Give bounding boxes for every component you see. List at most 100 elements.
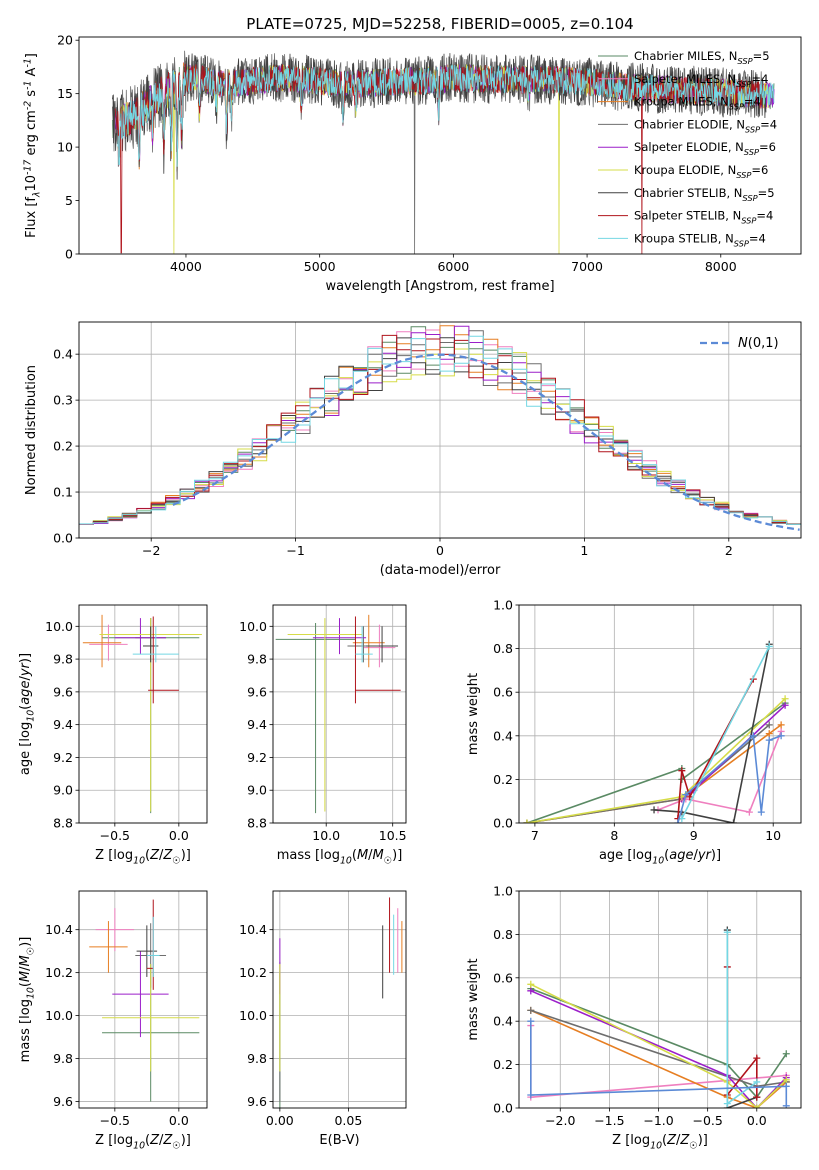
weight-line <box>677 734 782 823</box>
y-tick-label: 9.8 <box>53 1051 73 1066</box>
spectrum-line <box>117 64 775 167</box>
axes-frame <box>78 890 208 1109</box>
plot-area-mass-vs-Z <box>89 899 200 1102</box>
y-tick-label: 10.0 <box>239 619 267 634</box>
y-axis-label: mass [log10(M/M☉)] <box>18 937 37 1063</box>
weight-marker <box>527 1017 535 1025</box>
weight-marker <box>765 642 773 650</box>
axes-frame <box>272 604 407 824</box>
weight-marker <box>523 819 531 823</box>
y-tick-label: 9.6 <box>53 684 73 699</box>
weight-line <box>653 644 770 823</box>
y-tick-label: 9.6 <box>247 684 267 699</box>
y-axis-label: age [log10(age/yr)] <box>18 653 37 775</box>
x-axis-label: Z [log10(Z/Z☉)] <box>612 1133 708 1152</box>
x-axis-label: (data-model)/error <box>380 563 501 578</box>
y-tick-label: 9.4 <box>247 717 267 732</box>
x-axis-label: mass [log10(M/M☉)] <box>277 848 403 867</box>
y-tick-label: 9.6 <box>53 1094 73 1109</box>
weight-marker <box>777 721 785 729</box>
y-tick-label: 10.2 <box>239 965 267 980</box>
weight-marker <box>782 1076 790 1084</box>
x-axis-label: Z [log10(Z/Z☉)] <box>95 1133 191 1152</box>
y-tick-label: 9.6 <box>247 1094 267 1109</box>
y-tick-label: 0.4 <box>493 728 513 743</box>
y-tick-label: 0 <box>65 247 73 262</box>
y-tick-label: 9.8 <box>53 652 73 667</box>
x-tick-label: 2 <box>725 543 733 558</box>
legend-entry: Chabrier MILES, NSSP=5 <box>634 49 770 66</box>
x-tick-label: −1 <box>286 543 304 558</box>
y-tick-label: 0.3 <box>53 393 73 408</box>
y-tick-label: 9.2 <box>247 750 267 765</box>
legend-entry: Chabrier STELIB, NSSP=5 <box>634 186 775 203</box>
legend-entry: Chabrier ELODIE, NSSP=4 <box>634 117 777 134</box>
weight-line <box>681 646 770 819</box>
x-tick-label: 6000 <box>437 259 469 274</box>
x-tick-label: 0.0 <box>169 1113 189 1128</box>
plot-area-residuals <box>79 325 801 531</box>
y-tick-label: 5 <box>65 193 73 208</box>
histogram-step <box>79 334 801 525</box>
y-tick-label: 9.4 <box>53 717 73 732</box>
x-tick-label: 0.00 <box>266 1113 294 1128</box>
axes-frame <box>518 604 802 824</box>
y-tick-label: 8.8 <box>53 816 73 831</box>
axes-frame <box>78 36 802 255</box>
x-tick-label: 10 <box>765 828 781 843</box>
weight-marker <box>745 808 753 816</box>
y-tick-label: 0.6 <box>493 970 513 985</box>
grid-age-vs-Z <box>79 605 207 824</box>
y-tick-label: 9.8 <box>247 1051 267 1066</box>
x-tick-label: −0.5 <box>100 828 130 843</box>
y-tick-label: 10 <box>57 140 73 155</box>
weight-marker <box>765 721 773 729</box>
y-tick-label: 0.2 <box>493 1057 513 1072</box>
histogram-step <box>79 337 801 525</box>
y-tick-label: 20 <box>57 33 73 48</box>
panel-mass-vs-Z: −0.5 0.0 9.6 9.8 10.0 10.2 10.4 Z [log10(Z/Z☉)]… <box>18 890 208 1152</box>
grid-mass-vs-EBV <box>273 891 406 1108</box>
weight-marker <box>682 791 690 799</box>
y-tick-label: 10.0 <box>45 619 73 634</box>
y-tick-label: 0.0 <box>53 531 73 546</box>
y-tick-label: 0.2 <box>493 772 513 787</box>
panel-residuals: −2 −1 0 1 2 0.0 0.1 0.2 0.3 0.4 (data-model)/error… <box>24 321 802 578</box>
y-tick-label: 10.2 <box>45 965 73 980</box>
y-tick-label: 15 <box>57 86 73 101</box>
weight-marker <box>650 806 658 814</box>
weight-marker <box>527 980 535 988</box>
x-tick-label: −2 <box>142 543 160 558</box>
weight-marker <box>753 1093 761 1101</box>
y-tick-label: 9.8 <box>247 652 267 667</box>
x-tick-label: −0.5 <box>100 1113 130 1128</box>
x-axis-label: E(B-V) <box>319 1133 359 1148</box>
y-tick-label: 10.4 <box>239 922 267 937</box>
weight-marker <box>781 701 789 709</box>
panel-age-vs-mass: 10.0 10.5 8.8 9.0 9.2 9.4 9.6 9.8 10.0 mass [log1… <box>239 604 407 867</box>
axes-frame <box>272 890 407 1109</box>
weight-marker <box>749 732 757 740</box>
y-tick-label: 10.4 <box>45 922 73 937</box>
axes-frame <box>78 604 208 824</box>
weight-marker <box>753 1078 761 1086</box>
weight-marker <box>765 730 773 738</box>
panel-age-vs-Z: −0.5 0.0 8.8 9.0 9.2 9.4 9.6 9.8 10.0 Z [log10(Z/… <box>18 604 208 867</box>
weight-marker <box>527 1091 535 1099</box>
y-tick-label: 10.0 <box>239 1008 267 1023</box>
weight-marker <box>723 928 731 936</box>
x-tick-label: 0.0 <box>169 828 189 843</box>
weight-marker <box>527 1006 535 1014</box>
plot-area-spectrum <box>112 50 775 254</box>
x-tick-label: 8 <box>610 828 618 843</box>
x-tick-label: −0.5 <box>692 1113 722 1128</box>
panel-mass-vs-EBV: 0.00 0.05 9.6 9.8 10.0 10.2 10.4 E(B-V) <box>239 890 407 1148</box>
y-tick-label: 0.0 <box>493 816 513 831</box>
x-axis-label: Z [log10(Z/Z☉)] <box>95 848 191 867</box>
x-axis-label: wavelength [Angstrom, rest frame] <box>325 279 554 294</box>
plot-area-age-vs-Z <box>82 614 202 814</box>
y-tick-label: 9.0 <box>53 783 73 798</box>
grid-mass-vs-Z <box>79 891 207 1108</box>
x-tick-label: 1 <box>580 543 588 558</box>
y-tick-label: 1.0 <box>493 884 513 899</box>
